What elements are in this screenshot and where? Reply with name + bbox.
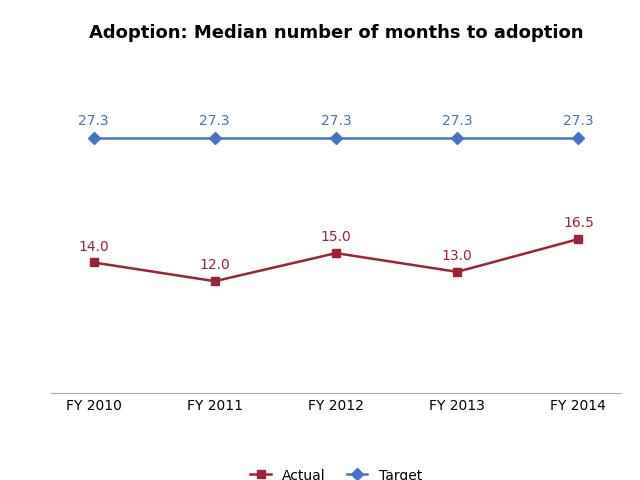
Text: 27.3: 27.3: [321, 114, 351, 128]
Text: 14.0: 14.0: [78, 239, 109, 253]
Text: 13.0: 13.0: [442, 249, 472, 263]
Text: 16.5: 16.5: [563, 216, 594, 230]
Title: Adoption: Median number of months to adoption: Adoption: Median number of months to ado…: [89, 24, 583, 42]
Text: 12.0: 12.0: [200, 258, 230, 272]
Text: 27.3: 27.3: [78, 114, 109, 128]
Text: 27.3: 27.3: [200, 114, 230, 128]
Text: 27.3: 27.3: [442, 114, 472, 128]
Legend: Actual, Target: Actual, Target: [244, 462, 428, 480]
Text: 15.0: 15.0: [321, 230, 351, 244]
Text: 27.3: 27.3: [563, 114, 594, 128]
